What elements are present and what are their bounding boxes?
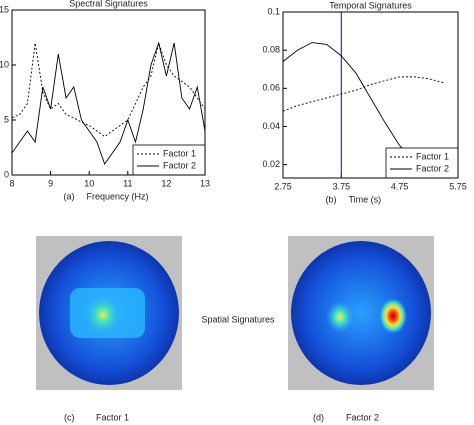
x-tick-label: 11 [123,178,132,188]
series-line [11,41,206,165]
y-tick-label: 0.02 [262,159,280,169]
legend-label: Factor 2 [163,160,196,170]
y-tick-label: 0.06 [262,83,280,93]
plot-frame [282,11,459,179]
legend-label: Factor 2 [416,163,449,173]
plot-frame [11,9,206,176]
x-tick-label: 12 [161,178,171,188]
x-tick-label: 2.75 [274,181,292,191]
maps-label: Spatial Signatures [201,314,275,324]
chart-title: Spectral Signatures [69,0,148,8]
x-tick-label: 4.75 [391,181,409,191]
caption: (d) [313,412,324,422]
caption: Factor 2 [346,412,379,422]
x-tick-label: 9 [48,178,53,188]
legend-label: Factor 1 [416,151,449,161]
x-tick-label: 13 [200,178,210,188]
x-axis-label: Time (s) [349,194,382,204]
legend-box [132,144,206,176]
caption: (b) [326,194,337,204]
chart-title: Temporal Signatures [329,0,412,10]
y-tick-label: 15 [0,4,9,14]
caption: Factor 1 [96,412,129,422]
series-line [11,41,206,138]
y-tick-label: 0.08 [262,45,280,55]
y-tick-label: 10 [0,59,9,69]
head-map [291,241,431,385]
activation [326,301,354,333]
x-tick-label: 10 [84,178,94,188]
legend-label: Factor 1 [163,148,196,158]
caption: (c) [64,412,75,422]
x-tick-label: 3.75 [333,181,351,191]
y-tick-label: 5 [4,114,9,124]
caption: (a) [64,191,75,201]
y-tick-label: 0 [4,169,9,179]
x-tick-label: 8 [9,178,14,188]
y-tick-label: 0.04 [262,121,280,131]
legend-box [385,147,459,179]
map-c [36,236,182,390]
activation [379,298,407,334]
series-line [282,76,444,112]
activation [83,293,123,337]
x-tick-label: 5.75 [449,181,467,191]
map-d [288,236,434,390]
y-tick-label: 0.1 [267,6,280,16]
x-axis-label: Frequency (Hz) [87,191,149,201]
